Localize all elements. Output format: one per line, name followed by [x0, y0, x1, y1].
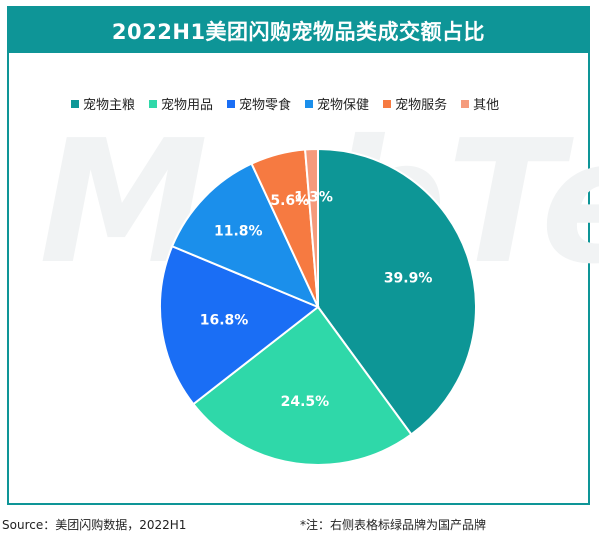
legend-swatch: [149, 99, 158, 108]
pie-slice: [304, 147, 319, 308]
legend-swatch: [383, 99, 392, 108]
legend-label: 宠物服务: [395, 98, 448, 113]
pie-chart: 39.9% 24.5% 16.8% 11.8% 5.6%1.3%: [159, 147, 477, 466]
legend-item: 宠物用品: [149, 94, 213, 113]
slice-label: 5.6%: [270, 193, 309, 209]
legend-item: 宠物服务: [383, 94, 447, 113]
slice-label: 16.8%: [200, 313, 249, 329]
chart-legend: 宠物主粮 宠物用品 宠物零食 宠物保健 宠物服务 其他: [71, 94, 499, 113]
legend-swatch: [305, 99, 314, 108]
pie-slice: [170, 162, 320, 309]
chart-title: 2022H1美团闪购宠物品类成交额占比: [9, 8, 588, 53]
slice-label: 11.8%: [214, 223, 263, 239]
slice-label: 24.5%: [281, 394, 330, 410]
slice-label: 1.3%: [294, 189, 333, 205]
legend-item: 宠物保健: [305, 94, 369, 113]
legend-label: 宠物用品: [161, 98, 214, 113]
pie-slice: [159, 244, 320, 406]
slice-label: 39.9%: [384, 271, 433, 287]
source-text: Source：美团闪购数据，2022H1: [2, 518, 187, 532]
legend-item: 宠物零食: [227, 94, 291, 113]
legend-swatch: [461, 99, 470, 108]
legend-label: 其他: [473, 98, 500, 113]
legend-item: 其他: [461, 94, 499, 113]
legend-label: 宠物保健: [317, 98, 370, 113]
pie-slice: [191, 305, 413, 466]
pie-slice: [317, 147, 477, 436]
chart-frame: 2022H1美团闪购宠物品类成交额占比 MobTe 宠物主粮宠物用品宠物零食宠物…: [7, 6, 599, 505]
legend-item: 宠物主粮: [71, 94, 135, 113]
legend-label: 宠物主粮: [83, 98, 136, 113]
legend-swatch: [227, 99, 236, 108]
note-text: *注：右侧表格标绿品牌为国产品牌: [300, 518, 487, 532]
legend-label: 宠物零食: [239, 98, 292, 113]
legend-swatch: [71, 99, 79, 108]
